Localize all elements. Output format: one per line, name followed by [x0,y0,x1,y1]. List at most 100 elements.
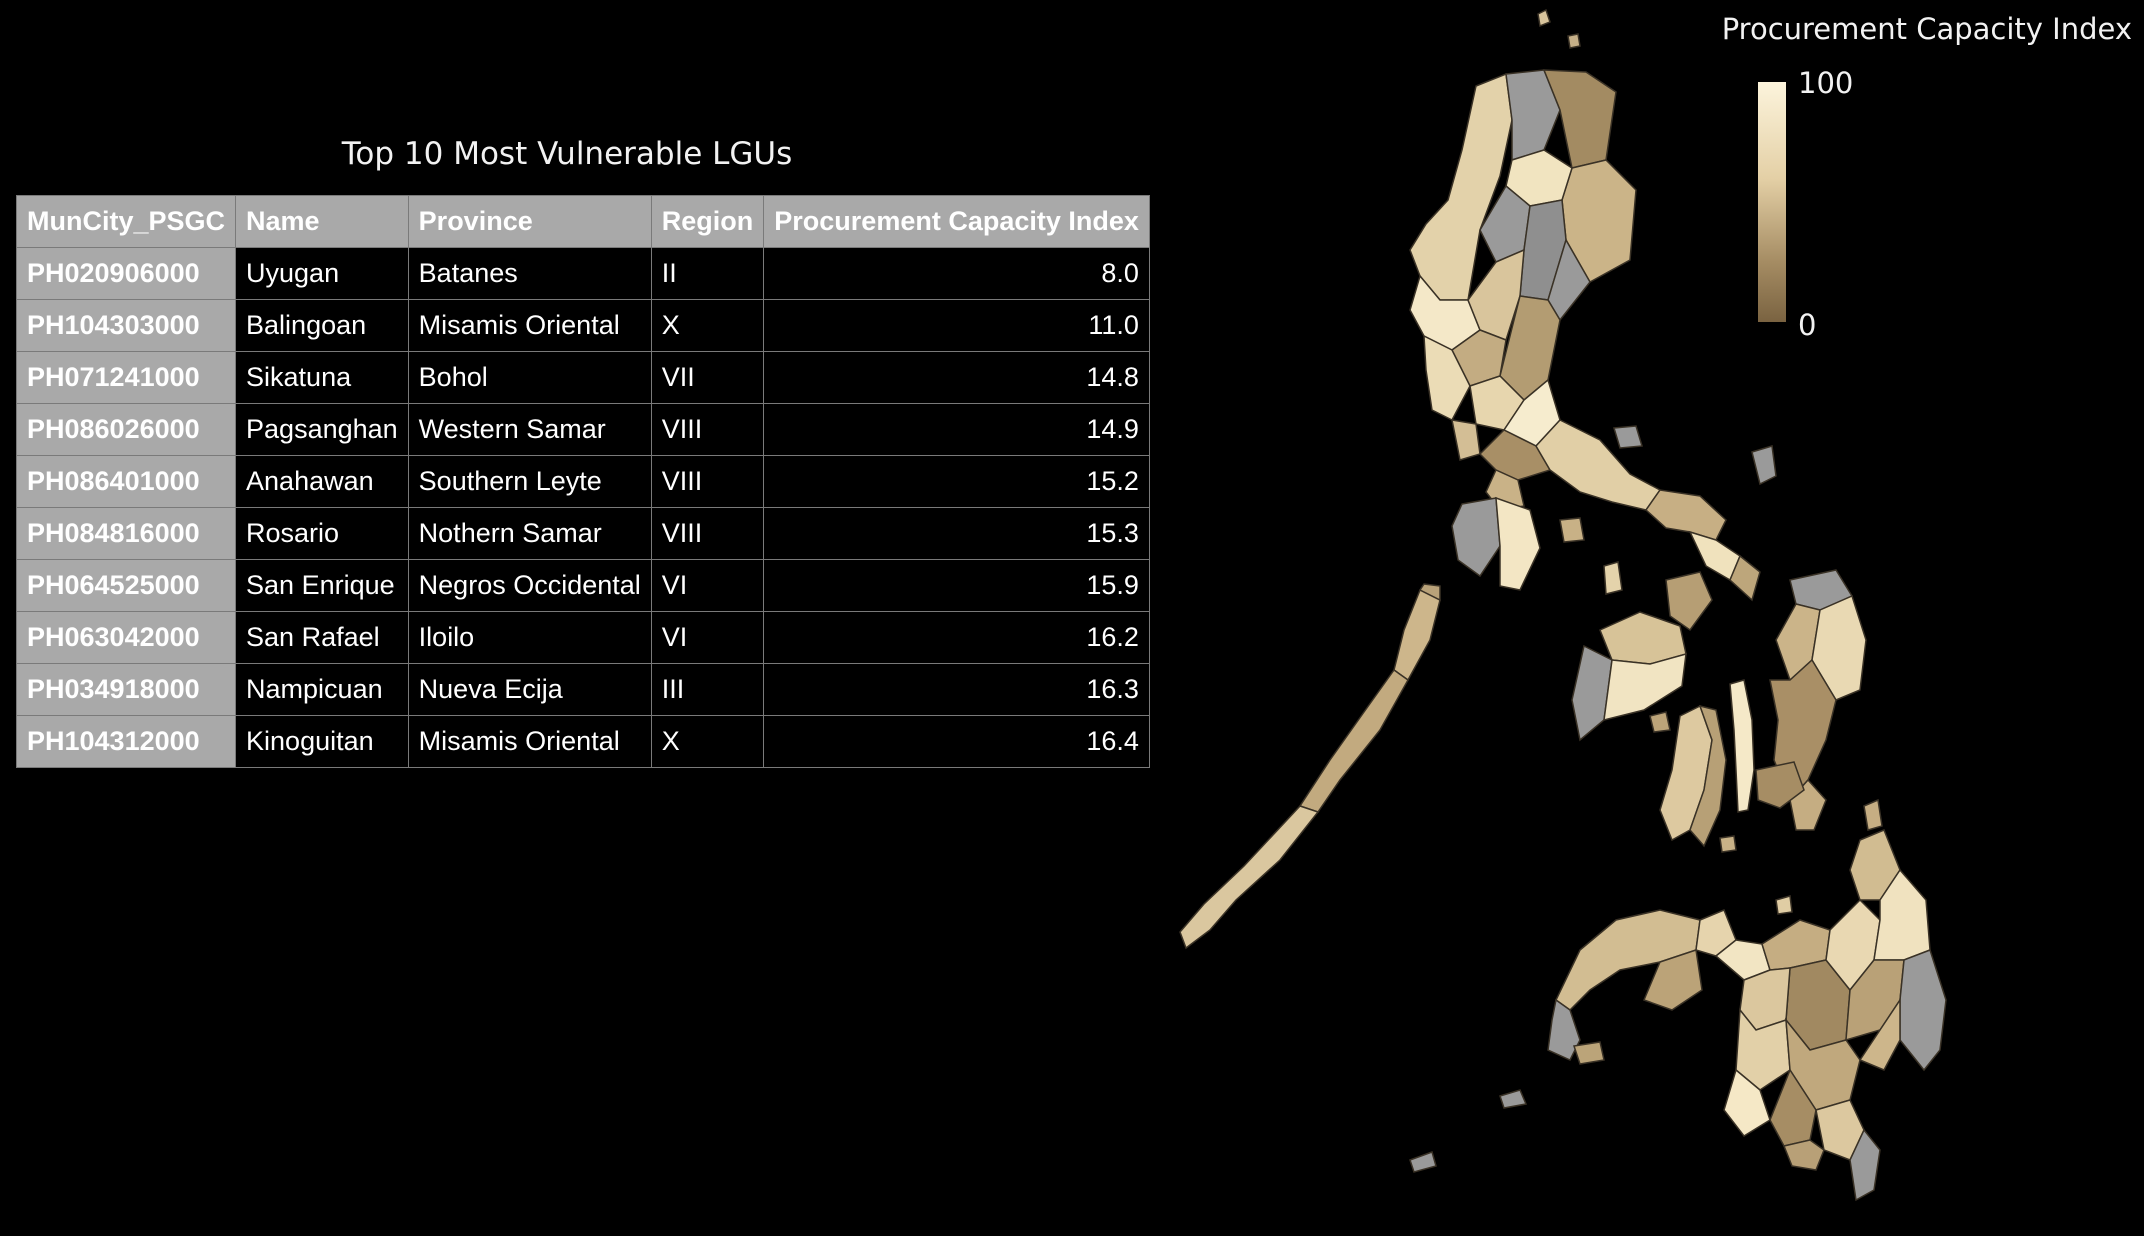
cell-procurement-capacity-index: 15.9 [763,559,1150,612]
cell-region: X [650,715,765,768]
cell-region: VI [650,559,765,612]
cell-procurement-capacity-index: 14.9 [763,403,1150,456]
map-region-antique [1571,644,1613,742]
table-row: PH064525000 San Enrique Negros Occidental V… [15,559,1150,612]
cell-province: Western Samar [407,403,652,456]
cell-name: Anahawan [235,455,409,508]
map-region-occ-mindoro [1451,497,1501,578]
table-body: PH020906000 Uyugan Batanes II 8.0 PH104303000… [15,247,1150,768]
table-title: Top 10 Most Vulnerable LGUs [341,136,793,172]
map-region-guimaras [1649,711,1671,733]
legend-title: Procurement Capacity Index [1721,12,2132,46]
cell-region: III [650,663,765,716]
map-region-calamian [1418,583,1441,602]
vulnerable-lgus-table: MunCity_PSGC Name Province Region Procur… [15,195,1150,768]
table-row: PH063042000 San Rafael Iloilo VI 16.2 [15,611,1150,664]
map-region-bohol [1755,761,1805,809]
map-region-palawan-central [1298,668,1409,813]
cell-procurement-capacity-index: 14.8 [763,351,1150,404]
map-region-camarines [1645,489,1727,541]
cell-muncity-psgc: PH020906000 [15,247,237,300]
map-region-davao-occidental [1849,1128,1881,1202]
map-region-sarangani [1782,1139,1825,1171]
cell-name: Kinoguitan [235,715,409,768]
cell-muncity-psgc: PH064525000 [15,559,237,612]
cell-muncity-psgc: PH071241000 [15,351,237,404]
cell-muncity-psgc: PH034918000 [15,663,237,716]
cell-region: VIII [650,403,765,456]
table-header-row: MunCity_PSGC Name Province Region Procur… [15,195,1150,248]
cell-name: Balingoan [235,299,409,352]
map-region-dinagat [1863,798,1883,831]
cell-province: Bohol [407,351,652,404]
cell-region: X [650,299,765,352]
cell-procurement-capacity-index: 8.0 [763,247,1150,300]
map-region-sulu [1499,1089,1528,1109]
table-row: PH034918000 Nampicuan Nueva Ecija III 16.3 [15,663,1150,716]
cell-province: Nothern Samar [407,507,652,560]
cell-procurement-capacity-index: 16.2 [763,611,1150,664]
cell-procurement-capacity-index: 15.3 [763,507,1150,560]
cell-name: San Rafael [235,611,409,664]
map-region-negros-or [1689,704,1727,848]
cell-name: Sikatuna [235,351,409,404]
map-region-tawi-tawi [1409,1151,1437,1173]
column-header-region: Region [650,195,765,248]
map-region-marinduque [1559,517,1585,543]
cell-province: Southern Leyte [407,455,652,508]
column-header-name: Name [235,195,409,248]
cell-province: Nueva Ecija [407,663,652,716]
cell-name: Pagsanghan [235,403,409,456]
cell-region: VII [650,351,765,404]
cell-procurement-capacity-index: 16.3 [763,663,1150,716]
map-region-iloilo [1603,652,1687,721]
map-region-polillo [1613,425,1643,449]
map-region-palawan-south [1179,805,1320,950]
cell-name: Nampicuan [235,663,409,716]
cell-name: Rosario [235,507,409,560]
map-region-bataan [1451,419,1481,461]
legend-color-bar [1758,82,1786,322]
cell-region: II [650,247,765,300]
table-row: PH071241000 Sikatuna Bohol VII 14.8 [15,351,1150,404]
cell-procurement-capacity-index: 15.2 [763,455,1150,508]
table-row: PH086401000 Anahawan Southern Leyte VIII 15.… [15,455,1150,508]
cell-muncity-psgc: PH086401000 [15,455,237,508]
map-region-masbate [1665,571,1713,632]
legend-max-label: 100 [1798,66,1854,100]
map-region-zamboanga-sur [1643,949,1703,1011]
map-region-basilan [1573,1041,1605,1065]
cell-name: San Enrique [235,559,409,612]
column-header-province: Province [407,195,652,248]
map-region-sultan-kudarat [1723,1068,1771,1137]
cell-province: Batanes [407,247,652,300]
map-region-catanduanes [1751,445,1777,486]
cell-procurement-capacity-index: 16.4 [763,715,1150,768]
map-region-camiguin [1775,895,1793,915]
cell-name: Uyugan [235,247,409,300]
table-row: PH104303000 Balingoan Misamis Oriental X 11.… [15,299,1150,352]
legend-min-label: 0 [1798,308,1817,342]
table-row: PH084816000 Rosario Nothern Samar VIII 15.3 [15,507,1150,560]
cell-province: Misamis Oriental [407,715,652,768]
map-region-davao-norte [1858,997,1901,1071]
map-region-cebu [1729,679,1755,813]
map-region-or-mindoro [1495,496,1541,591]
philippines-choropleth-map [1179,8,1947,1202]
map-region-davao-oriental [1899,949,1947,1072]
cell-province: Iloilo [407,611,652,664]
map-region-sorsogon [1729,554,1761,602]
table-row: PH104312000 Kinoguitan Misamis Oriental X 16… [15,715,1150,768]
table-row: PH020906000 Uyugan Batanes II 8.0 [15,247,1150,300]
cell-procurement-capacity-index: 11.0 [763,299,1150,352]
map-region-romblon [1603,561,1623,595]
map-region-aklan-capiz [1599,611,1687,665]
map-region-babuyan [1567,33,1581,49]
cell-muncity-psgc: PH063042000 [15,611,237,664]
map-region-batanes [1537,8,1551,28]
map-region-zamboanga-tip [1547,998,1581,1061]
cell-region: VIII [650,507,765,560]
cell-muncity-psgc: PH086026000 [15,403,237,456]
column-header-procurement-capacity-index: Procurement Capacity Index [763,195,1150,248]
map-region-siquijor [1719,835,1737,853]
